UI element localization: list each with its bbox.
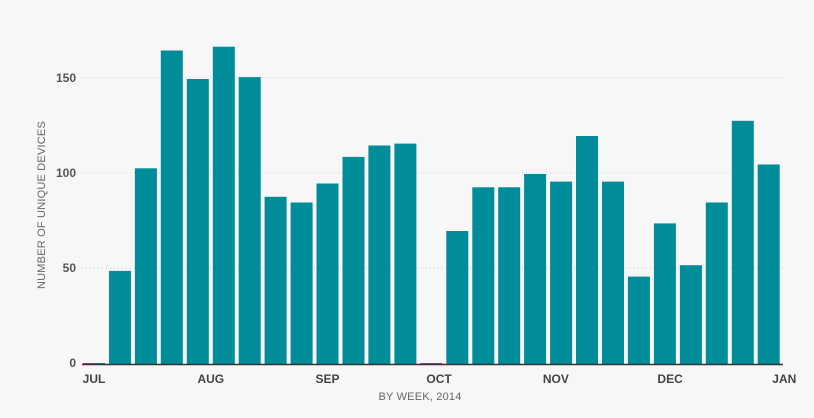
x-axis-ticks: JUL AUG SEP OCT NOV DEC JAN bbox=[83, 372, 797, 386]
bar bbox=[160, 50, 183, 364]
bar bbox=[368, 145, 391, 364]
bar bbox=[212, 46, 235, 364]
bar bbox=[134, 168, 157, 364]
y-axis-label: NUMBER OF UNIQUE DEVICES bbox=[36, 121, 48, 289]
y-tick-label: 150 bbox=[56, 71, 76, 85]
bar bbox=[679, 265, 702, 364]
bar bbox=[653, 223, 676, 364]
x-tick-label: JUL bbox=[83, 372, 106, 386]
x-tick-label: DEC bbox=[657, 372, 683, 386]
x-tick-label: JAN bbox=[772, 372, 796, 386]
bar bbox=[705, 202, 728, 364]
x-tick-label: AUG bbox=[197, 372, 224, 386]
y-tick-label: 0 bbox=[69, 356, 76, 370]
bar bbox=[316, 183, 339, 364]
bar bbox=[264, 196, 287, 364]
bar bbox=[394, 143, 417, 364]
bars bbox=[83, 46, 780, 364]
y-tick-label: 100 bbox=[56, 166, 76, 180]
bar bbox=[602, 181, 624, 364]
bar bbox=[731, 120, 754, 364]
bar bbox=[109, 270, 131, 364]
bar bbox=[472, 187, 495, 364]
bar bbox=[446, 231, 469, 364]
y-axis-ticks: 0 50 100 150 bbox=[56, 71, 76, 370]
bar bbox=[757, 164, 780, 364]
bar bbox=[420, 363, 443, 364]
bar bbox=[238, 77, 261, 364]
bar bbox=[83, 363, 105, 364]
x-tick-label: OCT bbox=[426, 372, 452, 386]
bar bbox=[290, 202, 313, 364]
bar bbox=[342, 156, 365, 364]
bar bbox=[627, 276, 650, 364]
x-tick-label: NOV bbox=[543, 372, 569, 386]
bar bbox=[576, 136, 598, 364]
bar bbox=[186, 79, 209, 364]
bar bbox=[498, 187, 521, 364]
x-axis-label: BY WEEK, 2014 bbox=[378, 391, 461, 403]
bar bbox=[550, 181, 573, 364]
bar bbox=[524, 174, 547, 364]
y-tick-label: 50 bbox=[63, 261, 77, 275]
x-tick-label: SEP bbox=[315, 372, 339, 386]
